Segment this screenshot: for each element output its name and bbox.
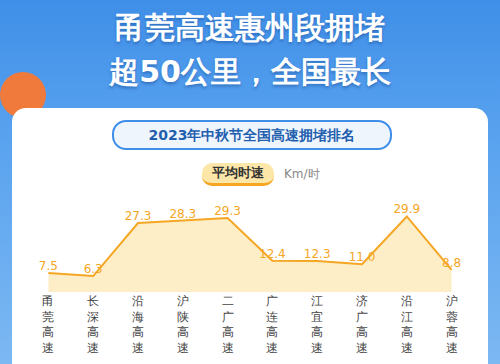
svg-text:12.4: 12.4 (259, 247, 286, 261)
svg-text:6.3: 6.3 (84, 262, 103, 276)
svg-text:沪陕高速: 沪陕高速 (177, 294, 189, 355)
svg-text:沪蓉高速: 沪蓉高速 (446, 294, 458, 355)
svg-text:长深高速: 长深高速 (87, 294, 99, 355)
svg-text:沿江高速: 沿江高速 (401, 294, 413, 355)
svg-text:29.3: 29.3 (214, 204, 241, 218)
svg-text:沿海高速: 沿海高速 (132, 294, 144, 355)
html-text:平均时速: 平均时速 (212, 164, 264, 180)
html-text:Km/时: Km/时 (284, 166, 320, 181)
svg-text:甬莞高速: 甬莞高速 (42, 294, 54, 355)
html-text:2023年中秋节全国高速拥堵排名: 2023年中秋节全国高速拥堵排名 (148, 127, 356, 143)
svg-text:7.5: 7.5 (39, 259, 58, 273)
svg-text:济广高速: 济广高速 (356, 294, 368, 355)
svg-text:江宜高速: 江宜高速 (311, 294, 323, 355)
svg-text:广连高速: 广连高速 (266, 294, 278, 355)
svg-text:二广高速: 二广高速 (222, 294, 234, 355)
svg-text:8.8: 8.8 (442, 256, 461, 270)
svg-text:28.3: 28.3 (169, 207, 196, 221)
svg-text:29.9: 29.9 (393, 202, 420, 216)
svg-text:12.3: 12.3 (304, 247, 331, 261)
html-text:超50公里，全国最长: 超50公里，全国最长 (109, 54, 391, 89)
svg-text:11.0: 11.0 (349, 250, 376, 264)
svg-text:27.3: 27.3 (125, 209, 152, 223)
html-text:甬莞高速惠州段拥堵: 甬莞高速惠州段拥堵 (115, 10, 385, 45)
